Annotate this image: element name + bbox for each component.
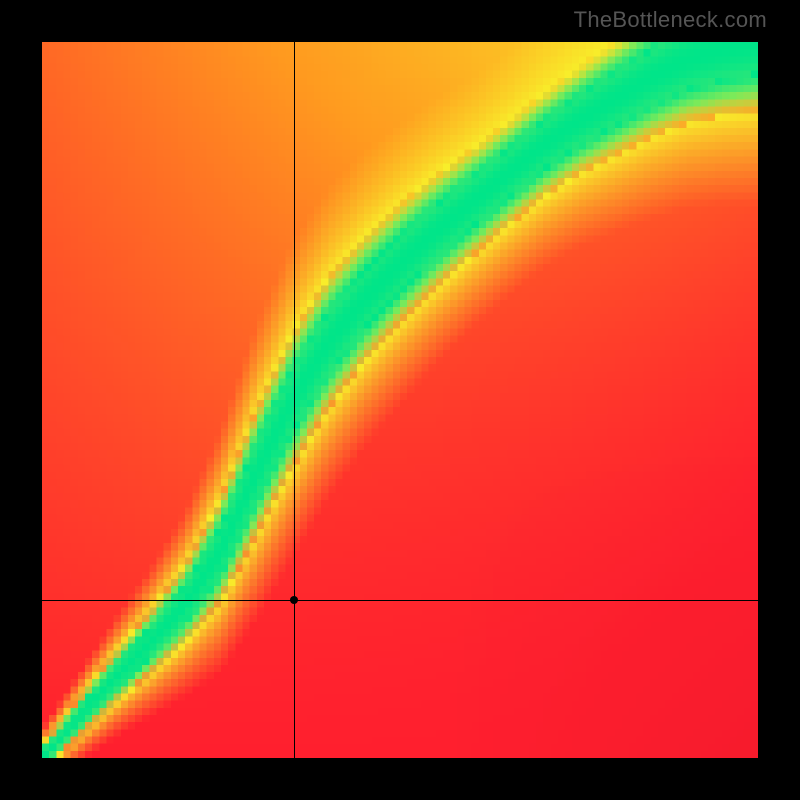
watermark-text: TheBottleneck.com	[574, 7, 767, 33]
crosshair-horizontal	[42, 600, 758, 601]
crosshair-vertical	[294, 42, 295, 758]
heatmap-plot	[42, 42, 758, 758]
heatmap-canvas	[42, 42, 758, 758]
crosshair-marker	[290, 596, 298, 604]
